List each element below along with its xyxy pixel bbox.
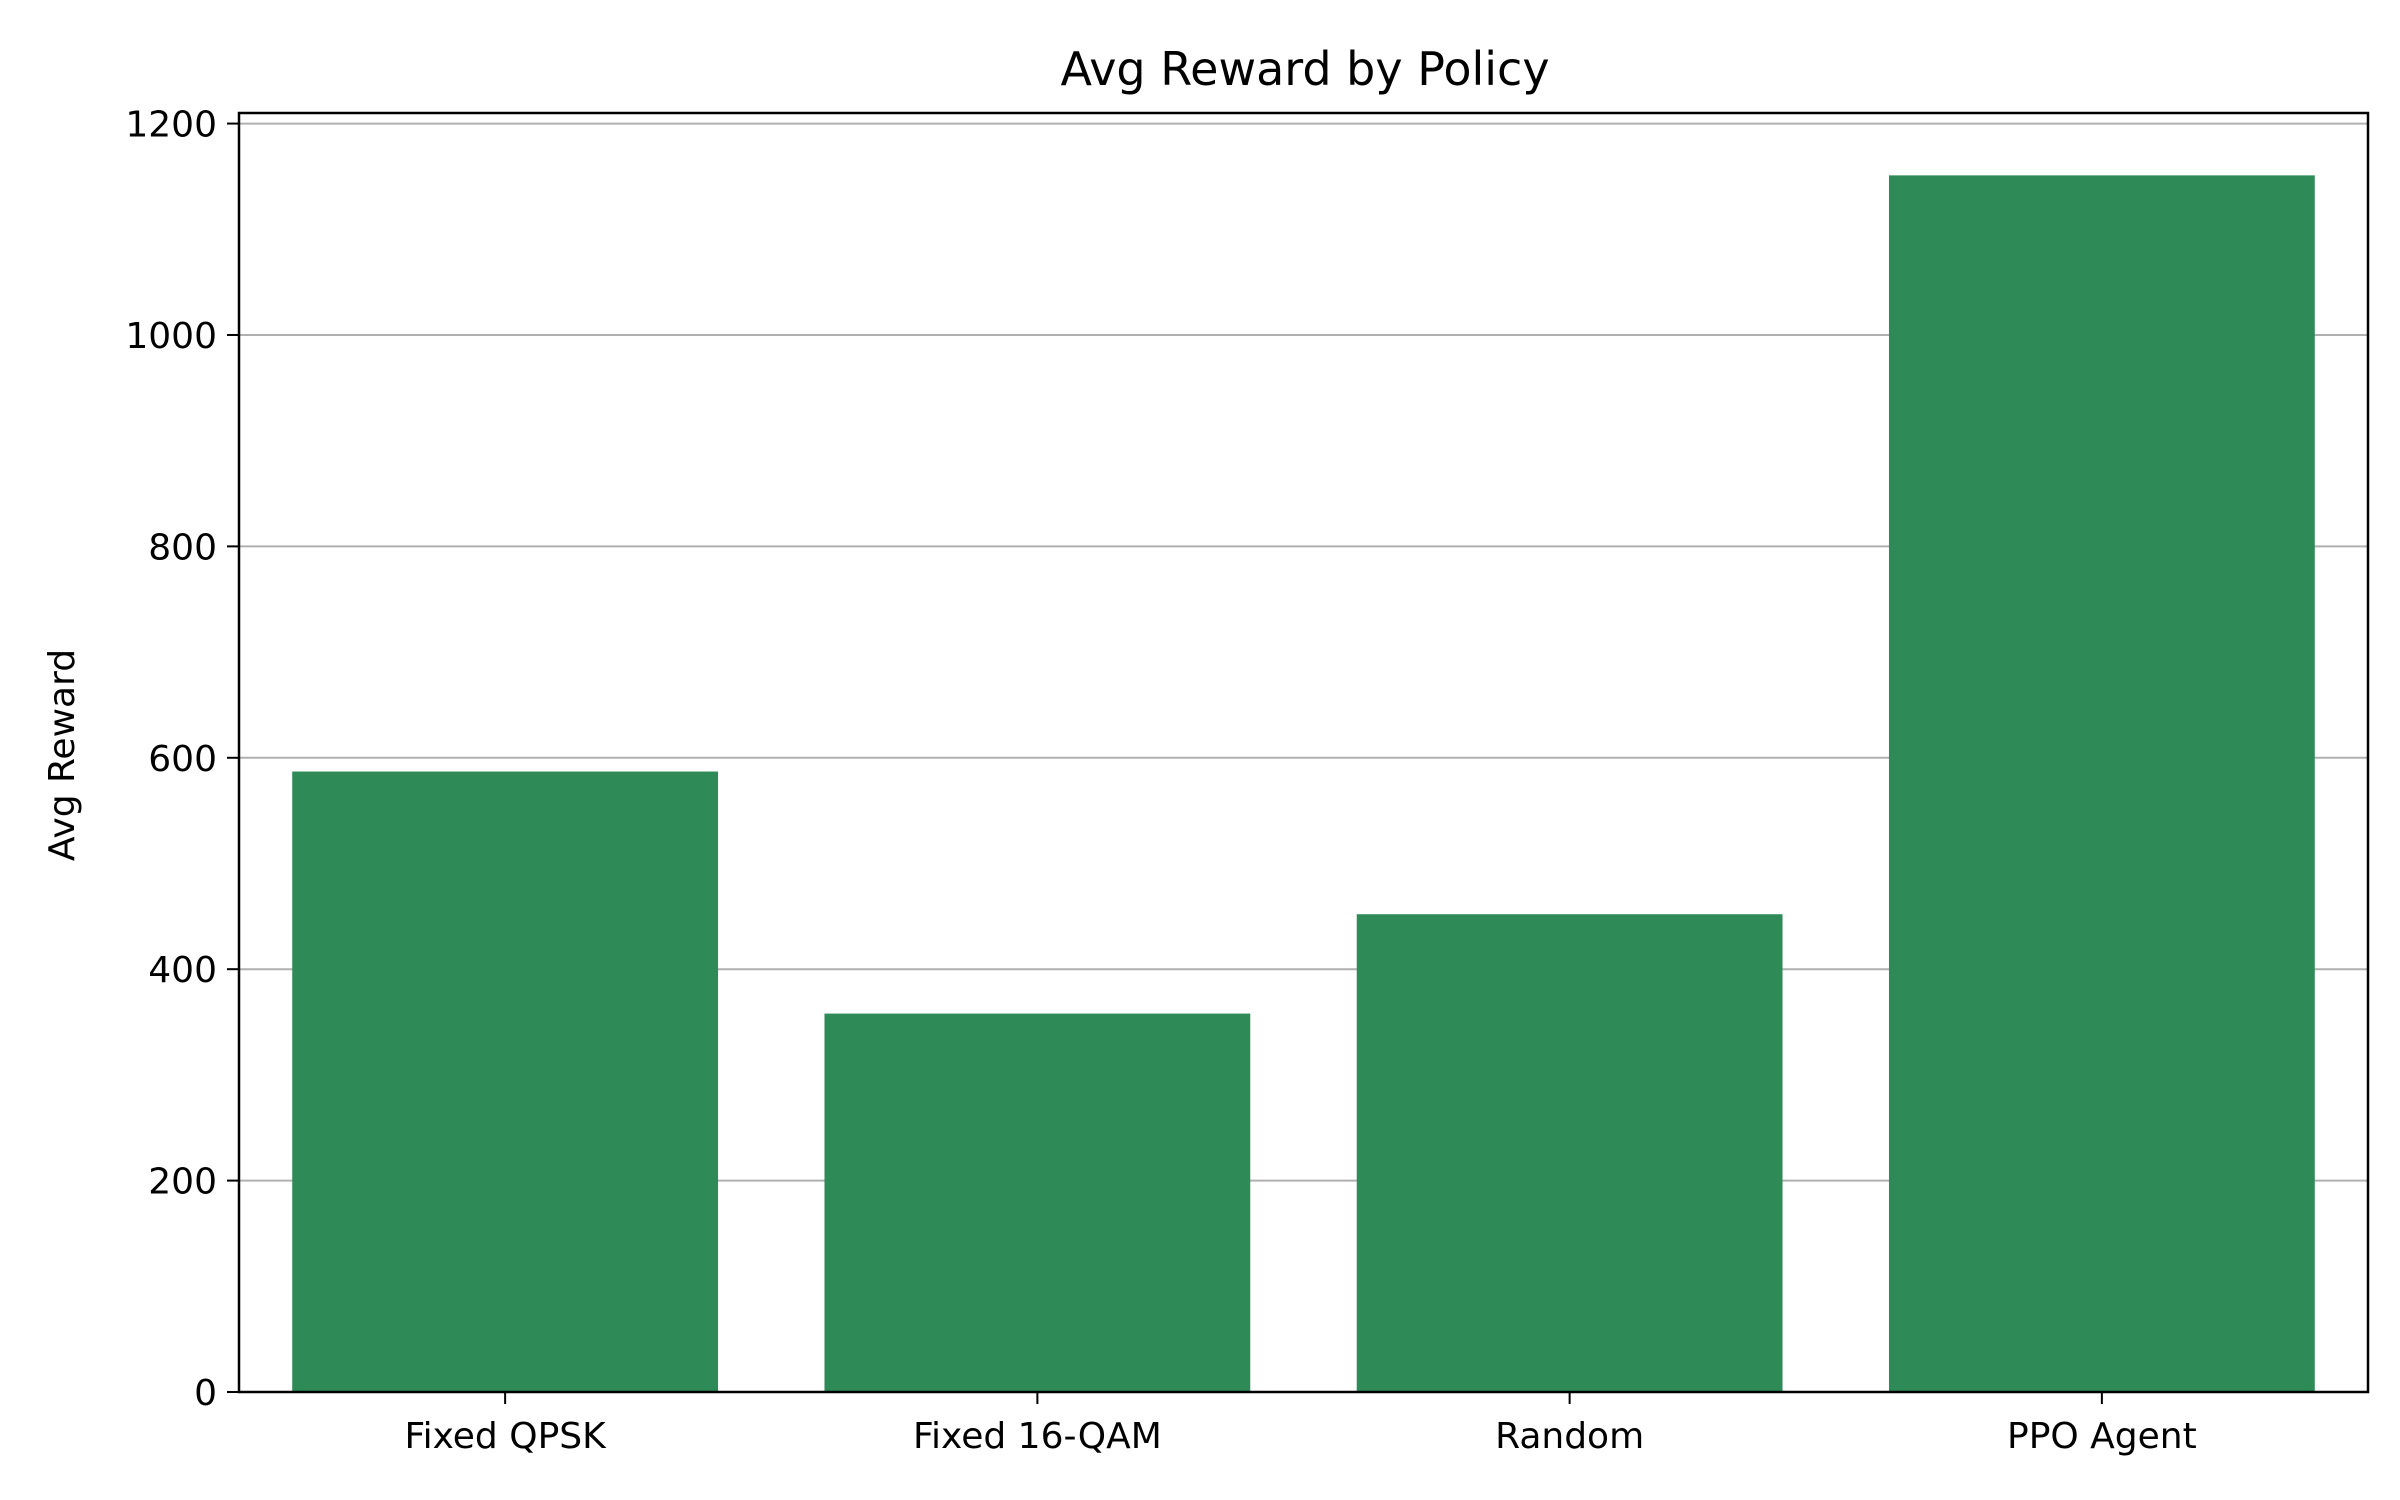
y-tick-label-1: 200 (148, 1162, 217, 1203)
y-ticks: 0 200 400 600 800 1000 1200 (125, 105, 239, 1414)
y-tick-label-4: 800 (148, 527, 217, 568)
bar-0 (292, 771, 719, 1392)
x-tick-label-0: Fixed QPSK (405, 1416, 608, 1457)
x-tick-label-1: Fixed 16-QAM (913, 1416, 1162, 1457)
bar-2 (1356, 914, 1783, 1392)
y-tick-label-6: 1200 (125, 105, 217, 146)
y-tick-label-5: 1000 (125, 316, 217, 357)
plot-frame (237, 111, 2370, 1394)
x-ticks: Fixed QPSK Fixed 16-QAM Random PPO Agent (405, 1392, 2197, 1457)
chart-title: Avg Reward by Policy (1060, 42, 1549, 96)
bars (292, 175, 2315, 1392)
axes (237, 111, 2370, 1394)
x-tick-label-2: Random (1495, 1416, 1644, 1457)
bar-3 (1888, 175, 2315, 1392)
y-axis-label: Avg Reward (42, 649, 83, 861)
x-tick-label-3: PPO Agent (2007, 1416, 2197, 1457)
y-tick-label-3: 600 (148, 739, 217, 780)
y-tick-label-2: 400 (148, 950, 217, 991)
bar-1 (824, 1013, 1251, 1392)
y-tick-label-0: 0 (194, 1373, 217, 1414)
